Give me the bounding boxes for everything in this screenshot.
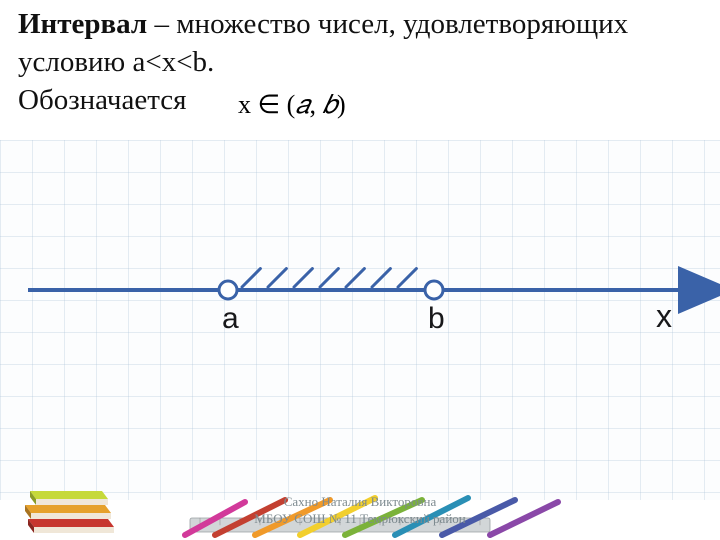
credit-line2: МБОУ СОШ № 11 Темрюкский район	[254, 511, 465, 528]
notation-label: Обозначается	[18, 84, 186, 117]
notation-math: x ∈ (𝑎, 𝑏)	[238, 90, 346, 121]
point-b-label: b	[428, 302, 445, 336]
books-icon	[20, 461, 120, 536]
definition-text: Интервал – множество чисел, удовлетворяю…	[18, 6, 702, 81]
point-a-label: a	[222, 302, 239, 336]
credit-line1: Сахно Наталия Викторовна	[254, 494, 465, 511]
dash: –	[147, 8, 176, 40]
credit-text: Сахно Наталия Викторовна МБОУ СОШ № 11 Т…	[254, 494, 465, 528]
axis-label: x	[656, 298, 672, 335]
footer-decoration: Сахно Наталия Викторовна МБОУ СОШ № 11 Т…	[0, 455, 720, 540]
term: Интервал	[18, 8, 147, 40]
diagram-svg	[18, 220, 702, 370]
number-line-diagram: a b x	[18, 220, 702, 370]
